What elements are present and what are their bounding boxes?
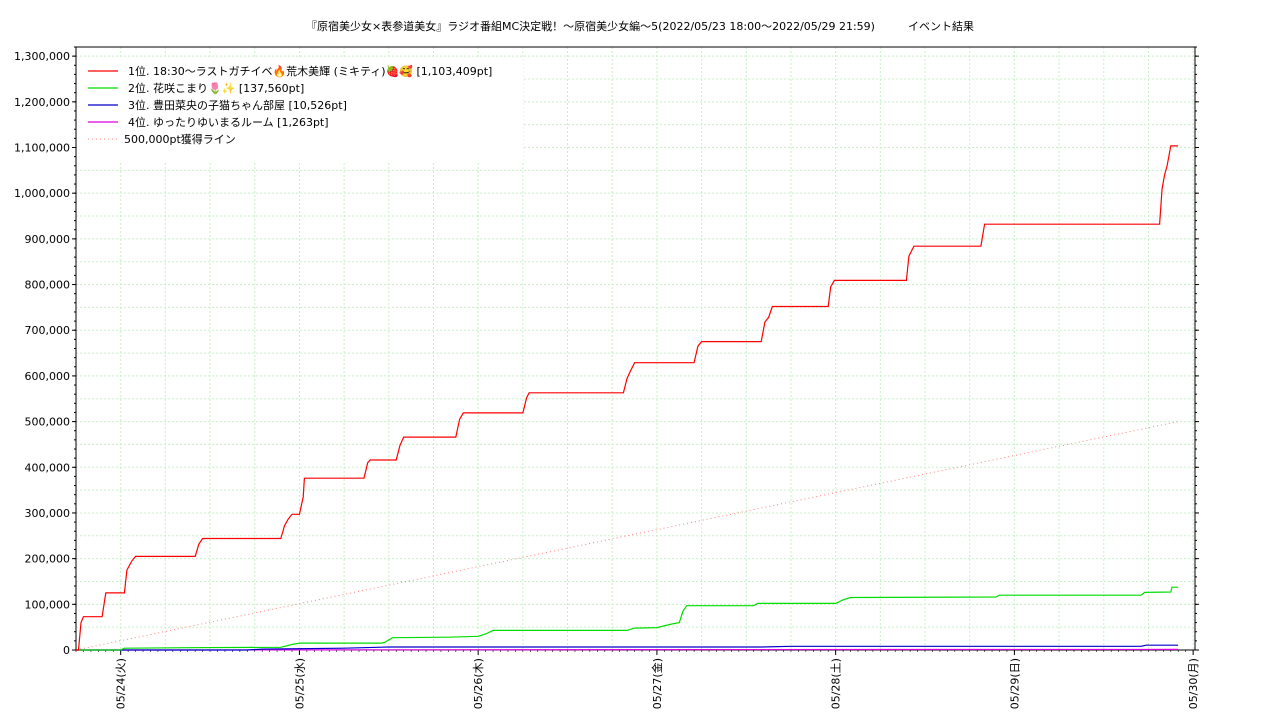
axis-layer: 0 100,000 200,000 300,000 400,000 500,000 600,… [14,46,1200,709]
y-tick-label: 200,000 [25,553,71,566]
x-tick-label: 05/30(月) [1187,658,1200,709]
y-tick-label: 1,300,000 [14,50,70,63]
legend-label-2: 2位. 花咲こまり🌷✨ [137,560pt] [128,81,304,95]
series-line-1 [76,145,1179,651]
x-tick-label: 05/24(火) [115,658,128,709]
series-line-3 [76,644,1179,651]
y-tick-label: 1,200,000 [14,96,70,109]
x-tick-label: 05/27(金) [650,658,664,709]
y-tick-label: 900,000 [25,233,71,246]
y-tick-label: 1,100,000 [14,142,70,155]
x-tick-label: 05/28(土) [830,658,843,709]
y-tick-label: 1,000,000 [14,187,70,200]
grid-layer [75,47,1195,651]
y-tick-label: 700,000 [25,324,71,337]
y-tick-label: 100,000 [25,598,71,611]
legend-box [77,57,523,161]
y-tick-label: 300,000 [25,507,71,520]
series-line-2 [76,586,1179,651]
y-tick-label: 800,000 [25,279,71,292]
y-tick-label: 500,000 [25,416,71,429]
series-layer [75,145,1179,651]
x-tick-label: 05/26(木) [472,658,485,709]
chart-title: 『原宿美少女×表参道美女』ラジオ番組MC決定戦！～原宿美少女編～5(2022/0… [306,20,974,33]
legend-label-4: 4位. ゆったりゆいまるルーム [1,263pt] [128,115,329,129]
legend-label-5: 500,000pt獲得ライン [124,133,236,146]
legend: 1位. 18:30〜ラストガチイベ🔥荒木美輝 (ミキティ)🍓🥰 [1,103,4… [77,57,523,161]
x-tick-label: 05/29(日) [1008,658,1021,709]
y-tick-label: 600,000 [25,370,71,383]
legend-label-3: 3位. 豊田菜央の子猫ちゃん部屋 [10,526pt] [128,98,347,112]
x-tick-label: 05/25(水) [293,658,306,709]
legend-label-1: 1位. 18:30〜ラストガチイベ🔥荒木美輝 (ミキティ)🍓🥰 [1,103,4… [128,64,492,78]
y-tick-label: 400,000 [25,461,71,474]
y-tick-label: 0 [63,644,70,657]
